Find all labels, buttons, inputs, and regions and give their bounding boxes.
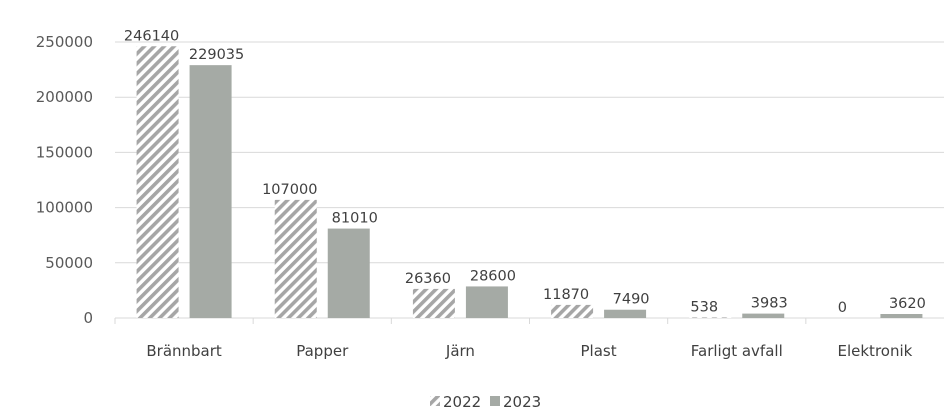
y-tick-label: 0 — [83, 309, 93, 327]
bar-2022 — [551, 304, 594, 318]
y-tick-label: 100000 — [36, 199, 93, 217]
data-label: 81010 — [332, 211, 378, 227]
y-tick-label: 150000 — [36, 143, 93, 161]
data-label: 3983 — [751, 296, 788, 312]
y-tick-label: 200000 — [36, 88, 93, 106]
data-label: 229035 — [189, 47, 244, 63]
data-label: 28600 — [470, 268, 516, 284]
x-category-label: Järn — [445, 342, 475, 360]
legend-label-2022: 2022 — [443, 393, 481, 411]
y-tick-label: 250000 — [36, 33, 93, 51]
data-label: 538 — [690, 299, 718, 315]
bar-2022 — [274, 199, 317, 318]
x-category-label: Plast — [581, 342, 617, 360]
bar-2022 — [136, 46, 179, 318]
legend: 2022 2023 — [430, 393, 541, 411]
x-category-label: Brännbart — [146, 342, 222, 360]
data-label: 0 — [838, 300, 847, 316]
bar-2022 — [412, 288, 455, 318]
legend-swatch-2023 — [490, 396, 500, 406]
data-label: 7490 — [613, 292, 650, 308]
x-category-label: Farligt avfall — [691, 342, 783, 360]
data-label: 246140 — [124, 28, 179, 44]
bar-2022 — [689, 317, 732, 318]
x-category-label: Papper — [296, 342, 349, 360]
y-axis: 0 50000 100000 150000 200000 250000 — [36, 33, 93, 327]
bar-2023 — [189, 65, 232, 319]
bar-2023 — [327, 228, 370, 318]
data-label: 26360 — [405, 271, 451, 287]
legend-label-2023: 2023 — [503, 393, 541, 411]
bar-2023 — [880, 314, 923, 318]
data-labels: 246140 229035 107000 81010 26360 28600 11870 74… — [124, 28, 926, 316]
legend-swatch-2022 — [430, 396, 440, 406]
bar-2023 — [604, 309, 647, 318]
bars — [136, 46, 923, 319]
data-label: 11870 — [543, 287, 589, 303]
data-label: 3620 — [889, 296, 926, 312]
gridlines — [115, 41, 944, 264]
x-category-label: Elektronik — [838, 342, 913, 360]
x-axis: Brännbart Papper Järn Plast Farligt avfall El… — [114, 317, 944, 360]
data-label: 107000 — [262, 182, 317, 198]
bar-2023 — [742, 313, 785, 318]
y-tick-label: 50000 — [45, 254, 93, 272]
bar-2023 — [465, 286, 508, 318]
